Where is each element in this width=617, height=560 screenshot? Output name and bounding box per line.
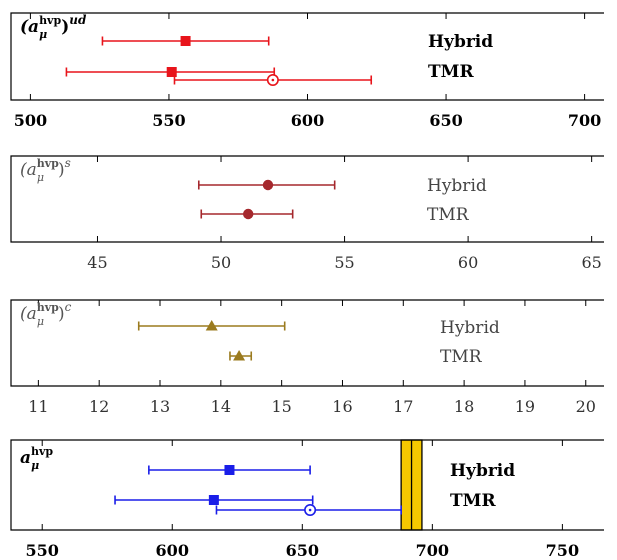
- panel-title: (ahvp μ)ud: [20, 13, 87, 41]
- x-tick-label: 12: [89, 397, 109, 416]
- x-tick-label: 18: [454, 397, 474, 416]
- x-tick-label: 55: [334, 253, 354, 272]
- data-point: [205, 320, 218, 331]
- x-tick-label: 600: [291, 111, 324, 130]
- x-tick-label: 45: [87, 253, 107, 272]
- axes-frame: [10, 299, 604, 387]
- axes-frame: [10, 155, 604, 243]
- x-tick-label: 50: [211, 253, 231, 272]
- panel-3: 11 12 13 14 15 16 17 18 19 20 (ahvp μ)c Hybrid TMR: [10, 299, 604, 416]
- x-tick-label: 20: [576, 397, 596, 416]
- x-tick-label: 550: [26, 541, 59, 560]
- data-point: [208, 495, 219, 505]
- data-point-center: [271, 78, 275, 82]
- x-tick-label: 750: [546, 541, 579, 560]
- x-tick-label: 650: [286, 541, 319, 560]
- category-label-tmr: TMR: [450, 491, 496, 511]
- category-label-hybrid: Hybrid: [450, 461, 515, 481]
- panel-title: ahvp μ: [20, 445, 53, 472]
- x-tick-label: 17: [393, 397, 413, 416]
- x-tick-label: 14: [211, 397, 231, 416]
- x-tick-label: 65: [581, 253, 601, 272]
- data-point: [180, 36, 191, 46]
- x-tick-label: 60: [458, 253, 478, 272]
- data-point: [166, 67, 177, 77]
- panel-2: 45 50 55 60 65 (ahvp μ)s Hybrid TMR: [10, 155, 604, 272]
- category-label-hybrid: Hybrid: [427, 176, 487, 196]
- x-tick-label: 13: [150, 397, 170, 416]
- category-label-hybrid: Hybrid: [428, 32, 493, 52]
- category-label-tmr: TMR: [440, 347, 483, 367]
- x-tick-label: 19: [515, 397, 535, 416]
- x-tick-label: 600: [156, 541, 189, 560]
- x-tick-label: 700: [568, 111, 601, 130]
- x-tick-label: 15: [271, 397, 291, 416]
- data-point: [243, 208, 254, 220]
- category-label-tmr: TMR: [427, 205, 470, 225]
- x-tick-label: 16: [332, 397, 352, 416]
- panel-1: 500 550 600 650 700 (ahvp μ)ud Hybrid TMR: [10, 12, 604, 130]
- category-label-tmr: TMR: [428, 62, 474, 82]
- x-tick-label: 700: [416, 541, 449, 560]
- category-label-hybrid: Hybrid: [440, 318, 500, 338]
- x-tick-label: 650: [429, 111, 462, 130]
- data-point: [224, 465, 235, 475]
- x-tick-label: 550: [152, 111, 185, 130]
- x-tick-label: 11: [28, 397, 48, 416]
- panel-4: 550 600 650 700 750 ahvp μ Hybrid TMR: [10, 439, 604, 560]
- panel-title: (ahvp μ)s: [20, 156, 71, 184]
- data-point: [262, 179, 274, 191]
- axes-frame: [10, 12, 604, 101]
- x-tick-label: 500: [14, 111, 47, 130]
- data-point: [233, 350, 246, 361]
- axes-frame: [10, 439, 604, 531]
- data-point-center: [308, 508, 312, 512]
- panel-title: (ahvp μ)c: [20, 300, 72, 328]
